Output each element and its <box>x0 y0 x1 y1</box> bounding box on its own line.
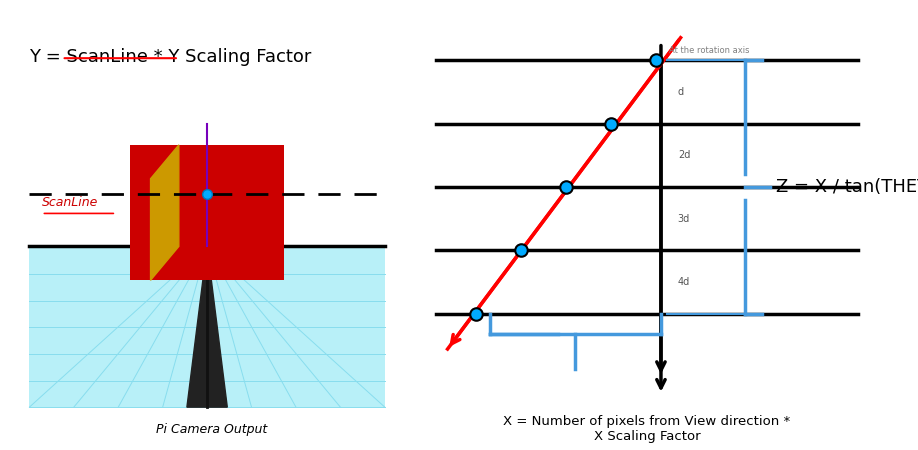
Text: 2d: 2d <box>677 150 690 160</box>
FancyBboxPatch shape <box>130 145 284 280</box>
Text: X = Number of pixels from View direction *
X Scaling Factor: X = Number of pixels from View direction… <box>503 415 790 443</box>
Text: 3d: 3d <box>677 214 690 224</box>
Text: Pi Camera Output: Pi Camera Output <box>155 423 267 436</box>
Text: 4d: 4d <box>677 277 690 287</box>
Text: At the rotation axis: At the rotation axis <box>669 46 750 55</box>
Polygon shape <box>187 247 228 407</box>
Text: ScanLine: ScanLine <box>41 196 98 209</box>
FancyBboxPatch shape <box>29 247 385 407</box>
Text: Z = X / tan(THETA): Z = X / tan(THETA) <box>776 178 918 196</box>
Polygon shape <box>151 145 179 280</box>
Text: d: d <box>677 87 684 97</box>
Text: Y = ScanLine * Y Scaling Factor: Y = ScanLine * Y Scaling Factor <box>29 48 312 66</box>
